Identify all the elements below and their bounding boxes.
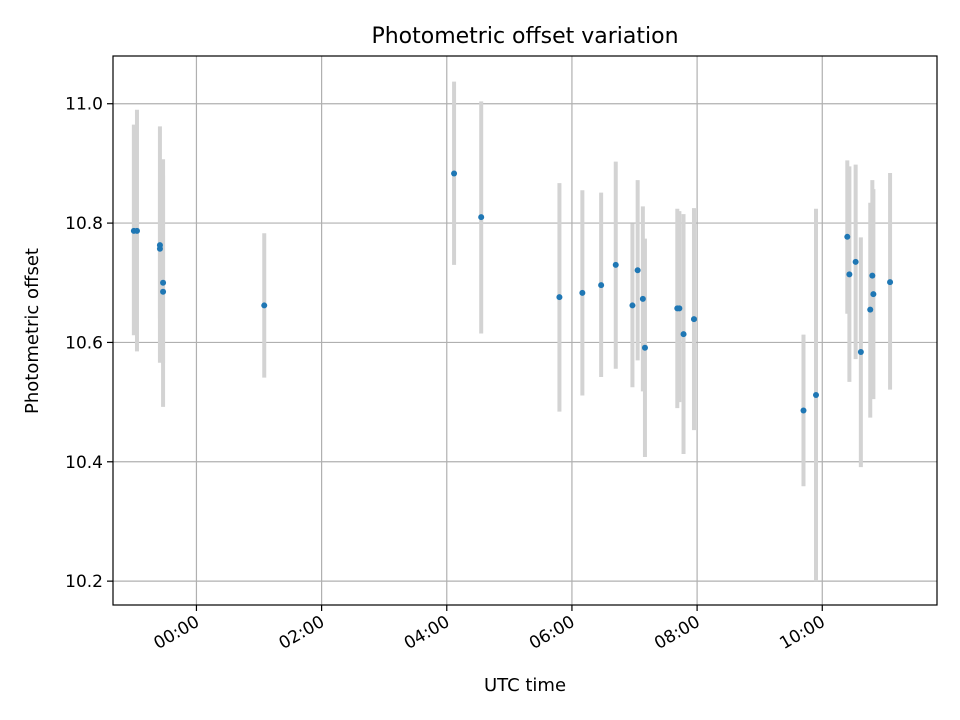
data-point <box>690 316 697 323</box>
chart-title: Photometric offset variation <box>371 24 678 49</box>
data-point <box>639 295 646 302</box>
y-tick-label: 10.4 <box>65 453 103 473</box>
data-point <box>634 267 641 274</box>
y-axis-label: Photometric offset <box>22 248 43 414</box>
data-point <box>800 407 807 414</box>
data-point <box>629 302 636 309</box>
data-point <box>451 170 458 177</box>
data-point <box>813 391 820 398</box>
data-point <box>160 279 167 286</box>
data-point <box>844 233 851 240</box>
y-tick-label: 10.8 <box>65 214 103 234</box>
y-tick-label: 10.6 <box>65 333 103 353</box>
data-point <box>478 214 485 221</box>
data-point <box>598 282 605 289</box>
data-point <box>556 294 563 301</box>
data-point <box>160 288 167 295</box>
data-point <box>156 245 163 252</box>
data-point <box>680 331 687 338</box>
data-point <box>579 289 586 296</box>
data-point <box>676 305 683 312</box>
data-point <box>846 271 853 278</box>
data-point <box>133 227 140 234</box>
data-point <box>867 306 874 313</box>
data-point <box>857 348 864 355</box>
data-point <box>887 279 894 286</box>
y-tick-label: 10.2 <box>65 572 103 592</box>
data-point <box>612 261 619 268</box>
data-point <box>869 272 876 279</box>
plot-frame <box>112 55 938 606</box>
x-axis-label: UTC time <box>484 675 566 696</box>
y-tick-label: 11.0 <box>65 95 103 115</box>
data-point <box>852 258 859 265</box>
data-point <box>261 302 268 309</box>
grid <box>113 56 937 605</box>
data-point <box>870 291 877 298</box>
data-point <box>641 344 648 351</box>
data-points <box>130 170 894 414</box>
